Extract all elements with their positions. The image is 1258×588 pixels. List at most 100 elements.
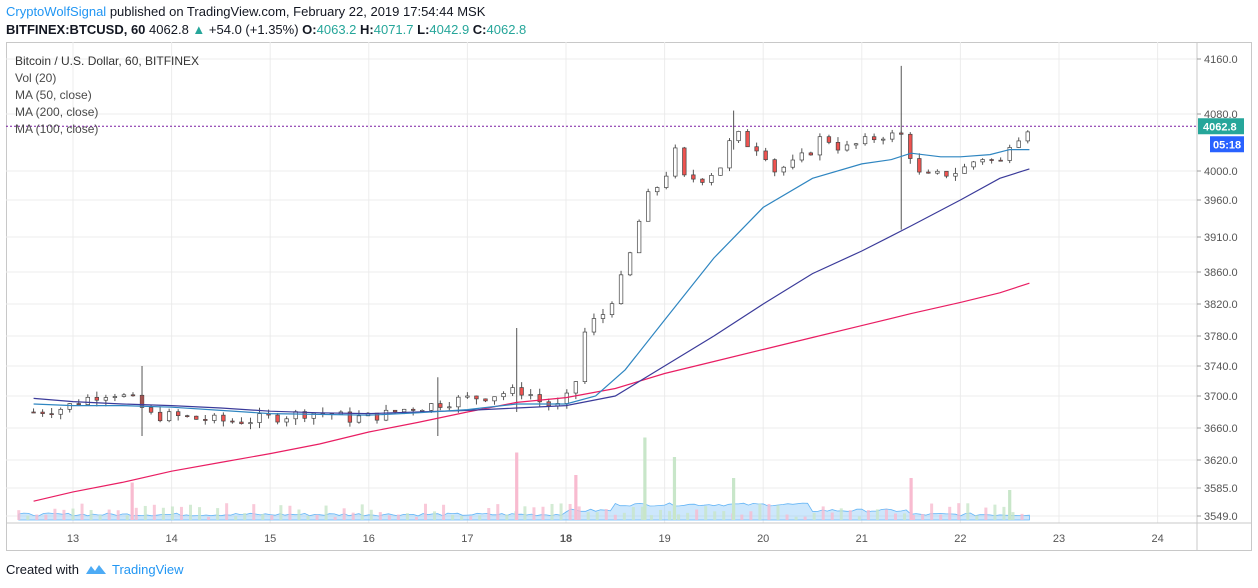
x-tick-label: 21 — [856, 533, 868, 545]
candle-body — [275, 414, 280, 423]
candle-body — [40, 411, 45, 414]
volume-bar — [1011, 512, 1015, 520]
candle-body — [754, 146, 759, 152]
volume-bar — [369, 509, 373, 520]
candle-body — [67, 403, 72, 410]
y-tick-label: 3740.0 — [1204, 361, 1238, 373]
candle-body — [935, 170, 940, 174]
volume-bar — [875, 509, 879, 520]
volume-bar — [722, 511, 726, 520]
candle-body — [600, 314, 606, 319]
volume-bar — [839, 508, 843, 520]
volume-bar — [26, 515, 30, 520]
volume-bar — [903, 513, 907, 520]
chart-legend: Bitcoin / U.S. Dollar, 60, BITFINEX Vol … — [15, 53, 199, 138]
x-tick-label: 23 — [1053, 533, 1065, 545]
volume-bar — [640, 506, 644, 520]
legend-vol[interactable]: Vol (20) — [15, 71, 57, 85]
volume-bar — [225, 503, 229, 520]
volume-bar — [297, 509, 301, 520]
last-price: 4062.8 — [149, 22, 189, 37]
volume-bar — [758, 503, 762, 520]
candle-body — [76, 403, 81, 405]
candle-body — [474, 395, 479, 400]
volume-bar — [912, 515, 916, 520]
legend-ma200[interactable]: MA (200, close) — [15, 105, 99, 119]
volume-bar — [803, 516, 807, 520]
candle-body — [636, 220, 642, 254]
volume-bar — [649, 515, 653, 520]
candle-body — [745, 131, 750, 148]
candle-body — [176, 411, 181, 416]
volume-bar — [577, 506, 581, 520]
candle-body — [727, 140, 732, 169]
volume-bar — [658, 509, 662, 520]
volume-bar — [830, 512, 834, 520]
volume-bar — [686, 512, 690, 520]
volume-bar — [848, 510, 852, 520]
volume-bar — [125, 515, 129, 520]
candle-body — [194, 415, 199, 420]
candles — [31, 65, 1030, 436]
y-tick-label: 3585.0 — [1204, 483, 1238, 495]
price-tag-box — [1198, 118, 1244, 135]
candle-body — [302, 411, 307, 419]
candle-body — [501, 393, 506, 398]
y-tick-label: 3700.0 — [1204, 391, 1238, 403]
candle-body — [871, 136, 877, 141]
candle-body — [356, 415, 362, 423]
time-tag-label: 05:18 — [1213, 139, 1241, 151]
candle-body — [790, 159, 795, 168]
candle-body — [691, 174, 696, 180]
legend-title: Bitcoin / U.S. Dollar, 60, BITFINEX — [15, 54, 200, 68]
volume-bar — [188, 504, 192, 520]
candle-body — [492, 396, 497, 402]
candle-body — [221, 414, 226, 422]
volume-bar — [930, 503, 934, 520]
volume-bar — [631, 507, 635, 520]
legend-ma100[interactable]: MA (100, close) — [15, 122, 99, 136]
x-tick-label: 13 — [67, 533, 79, 545]
volume-bar — [523, 506, 527, 520]
candle-body — [682, 147, 687, 176]
x-tick-label: 14 — [165, 533, 177, 545]
volume-bar — [939, 514, 943, 520]
volume-bar — [460, 515, 464, 520]
candle-body — [383, 409, 389, 421]
candle-body — [998, 159, 1003, 162]
volume-bar — [152, 504, 156, 520]
candle-body — [58, 408, 63, 415]
price-chart[interactable]: 4160.0 4080.0 4000.0 3960.0 3910.0 3860.0 3820… — [6, 42, 1252, 551]
volume-bar — [794, 516, 798, 520]
candle-body — [962, 166, 967, 174]
volume-bar — [541, 506, 545, 520]
x-tick-label: 22 — [954, 533, 966, 545]
volume-bar — [478, 515, 482, 520]
tradingview-link[interactable]: TradingView — [112, 562, 184, 577]
volume-bar — [342, 508, 346, 520]
candle-body — [293, 411, 298, 420]
candle-body — [130, 394, 136, 397]
tradingview-logo-icon — [85, 563, 107, 578]
change-value: +54.0 (+1.35%) — [208, 22, 299, 37]
candle-body — [772, 159, 777, 173]
volume-bar — [574, 475, 578, 520]
volume-bar — [532, 507, 536, 520]
candle-body — [112, 396, 118, 398]
low-value: 4042.9 — [429, 22, 470, 37]
volume-bar — [423, 503, 427, 520]
y-tick-label: 3860.0 — [1204, 267, 1238, 279]
volume-bar — [62, 509, 66, 520]
volume-bar — [98, 514, 102, 520]
volume-bar — [207, 516, 211, 520]
legend-ma50[interactable]: MA (50, close) — [15, 88, 92, 102]
volume-bar — [360, 504, 364, 520]
candle-body — [926, 171, 931, 174]
candle-body — [799, 152, 804, 161]
volume-bar — [595, 512, 599, 520]
candle-body — [826, 136, 832, 143]
volume-bar — [957, 503, 961, 520]
author-link[interactable]: CryptoWolfSignal — [6, 4, 107, 19]
candle-body — [673, 147, 678, 177]
volume-bar — [515, 452, 519, 520]
